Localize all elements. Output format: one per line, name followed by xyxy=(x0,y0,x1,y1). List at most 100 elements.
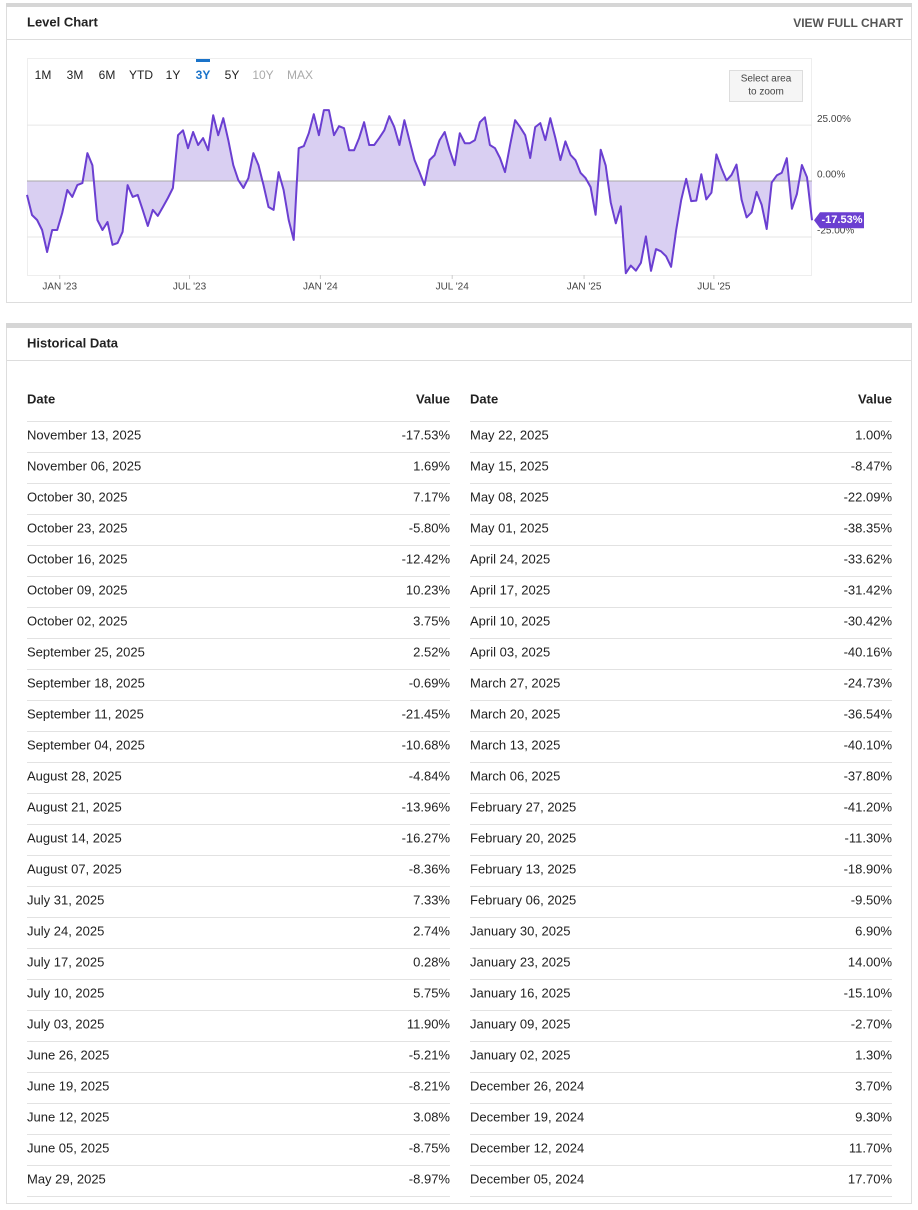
value-cell: -5.80% xyxy=(409,520,451,535)
x-tick-label: JAN '25 xyxy=(567,282,602,293)
value-cell: 3.70% xyxy=(855,1078,892,1093)
x-tick-label: JUL '23 xyxy=(173,282,207,293)
date-cell: October 09, 2025 xyxy=(27,582,127,597)
range-button[interactable]: 5Y xyxy=(225,68,240,82)
value-cell: -37.80% xyxy=(844,768,893,783)
value-cell: 7.17% xyxy=(413,489,450,504)
date-cell: May 22, 2025 xyxy=(470,427,549,442)
area xyxy=(27,110,812,274)
table-panel xyxy=(6,323,912,1204)
range-button[interactable]: 1Y xyxy=(166,68,181,82)
date-cell: January 02, 2025 xyxy=(470,1047,570,1062)
value-cell: -22.09% xyxy=(844,489,893,504)
date-cell: December 12, 2024 xyxy=(470,1140,584,1155)
date-cell: July 24, 2025 xyxy=(27,923,104,938)
range-button[interactable]: 6M xyxy=(99,68,116,82)
date-cell: July 17, 2025 xyxy=(27,954,104,969)
value-cell: -38.35% xyxy=(844,520,893,535)
date-cell: September 25, 2025 xyxy=(27,644,145,659)
date-cell: November 13, 2025 xyxy=(27,427,141,442)
value-cell: 5.75% xyxy=(413,985,450,1000)
date-cell: January 09, 2025 xyxy=(470,1016,570,1031)
value-cell: 10.23% xyxy=(406,582,451,597)
plot-frame xyxy=(27,58,812,276)
zoom-hint-box xyxy=(729,70,803,102)
value-cell: -8.97% xyxy=(409,1171,451,1186)
current-label: -17.53% xyxy=(822,214,863,226)
value-cell: 17.70% xyxy=(848,1171,893,1186)
range-button: MAX xyxy=(287,68,313,82)
range-button[interactable]: 3M xyxy=(67,68,84,82)
value-cell: -0.69% xyxy=(409,675,451,690)
value-cell: -21.45% xyxy=(402,706,451,721)
range-button[interactable]: 3Y xyxy=(196,68,211,82)
date-cell: August 21, 2025 xyxy=(27,799,122,814)
date-cell: April 03, 2025 xyxy=(470,644,550,659)
date-cell: July 10, 2025 xyxy=(27,985,104,1000)
date-cell: February 13, 2025 xyxy=(470,861,576,876)
header-cell: Value xyxy=(858,391,892,406)
header-cell: Date xyxy=(27,391,55,406)
value-cell: -12.42% xyxy=(402,551,451,566)
x-tick-label: JUL '25 xyxy=(697,282,731,293)
date-cell: October 16, 2025 xyxy=(27,551,127,566)
value-cell: -13.96% xyxy=(402,799,451,814)
value-cell: 7.33% xyxy=(413,892,450,907)
value-cell: 9.30% xyxy=(855,1109,892,1124)
date-cell: January 30, 2025 xyxy=(470,923,570,938)
range-button[interactable]: YTD xyxy=(129,68,153,82)
value-cell: 2.52% xyxy=(413,644,450,659)
value-cell: -40.16% xyxy=(844,644,893,659)
value-cell: 3.08% xyxy=(413,1109,450,1124)
date-cell: October 23, 2025 xyxy=(27,520,127,535)
panel-title: Level Chart xyxy=(27,14,98,29)
date-cell: August 07, 2025 xyxy=(27,861,122,876)
value-cell: -30.42% xyxy=(844,613,893,628)
date-cell: January 16, 2025 xyxy=(470,985,570,1000)
value-cell: 3.75% xyxy=(413,613,450,628)
value-cell: -8.21% xyxy=(409,1078,451,1093)
date-cell: September 04, 2025 xyxy=(27,737,145,752)
date-cell: March 27, 2025 xyxy=(470,675,560,690)
date-cell: March 13, 2025 xyxy=(470,737,560,752)
value-cell: 0.28% xyxy=(413,954,450,969)
date-cell: March 06, 2025 xyxy=(470,768,560,783)
date-cell: February 27, 2025 xyxy=(470,799,576,814)
date-cell: August 14, 2025 xyxy=(27,830,122,845)
panel-top-bar xyxy=(6,323,912,328)
table: Date Value November 13, 2025 -17.53% Novembe… xyxy=(27,391,893,1197)
view-full-chart-link[interactable]: VIEW FULL CHART xyxy=(793,16,903,30)
date-cell: October 02, 2025 xyxy=(27,613,127,628)
current-flag xyxy=(814,212,864,229)
value-cell: -2.70% xyxy=(851,1016,893,1031)
date-cell: July 31, 2025 xyxy=(27,892,104,907)
date-cell: August 28, 2025 xyxy=(27,768,122,783)
value-cell: -36.54% xyxy=(844,706,893,721)
date-cell: June 12, 2025 xyxy=(27,1109,109,1124)
date-cell: December 19, 2024 xyxy=(470,1109,584,1124)
date-cell: May 01, 2025 xyxy=(470,520,549,535)
line xyxy=(26,109,813,275)
header-cell: Date xyxy=(470,391,498,406)
value-cell: -8.47% xyxy=(851,458,893,473)
value-cell: 1.69% xyxy=(413,458,450,473)
date-cell: May 08, 2025 xyxy=(470,489,549,504)
date-cell: April 17, 2025 xyxy=(470,582,550,597)
value-cell: -33.62% xyxy=(844,551,893,566)
date-cell: June 05, 2025 xyxy=(27,1140,109,1155)
date-cell: May 29, 2025 xyxy=(27,1171,106,1186)
date-cell: March 20, 2025 xyxy=(470,706,560,721)
range-button: 10Y xyxy=(252,68,273,82)
panel-title: Historical Data xyxy=(27,335,119,350)
date-cell: December 05, 2024 xyxy=(470,1171,584,1186)
value-cell: -17.53% xyxy=(402,427,451,442)
value-cell: -8.75% xyxy=(409,1140,451,1155)
value-cell: 2.74% xyxy=(413,923,450,938)
zoom-hint: Select area xyxy=(741,74,792,85)
range-button[interactable]: 1M xyxy=(35,68,52,82)
date-cell: January 23, 2025 xyxy=(470,954,570,969)
x-tick-label: JAN '24 xyxy=(303,282,338,293)
date-cell: September 18, 2025 xyxy=(27,675,145,690)
date-cell: April 24, 2025 xyxy=(470,551,550,566)
value-cell: -24.73% xyxy=(844,675,893,690)
